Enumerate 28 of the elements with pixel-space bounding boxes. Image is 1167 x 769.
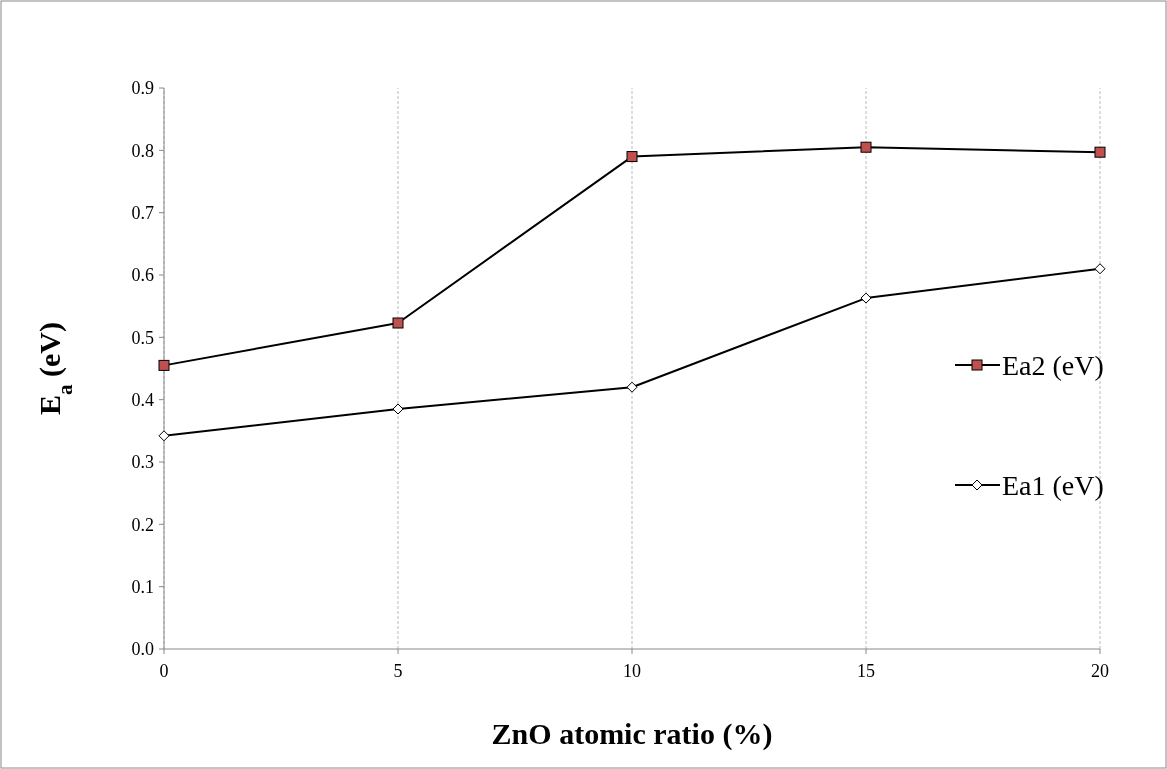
point (392, 317, 404, 329)
y-tick-label: 0.7 (131, 202, 154, 223)
y-tick-label: 0.2 (131, 514, 154, 535)
y-tick-label: 0.4 (131, 389, 154, 410)
y-tick-label: 0.8 (131, 140, 154, 161)
point (392, 403, 404, 415)
x-tick-label: 0 (159, 661, 169, 681)
legend-label: Ea2 (eV) (1002, 349, 1104, 381)
x-tick-label: 20 (1091, 661, 1109, 681)
x-tick-label: 10 (623, 661, 641, 681)
point (158, 430, 170, 442)
y-tick-label: 0.5 (131, 327, 154, 348)
y-tick-label: 0.9 (131, 78, 154, 99)
x-tick-label: 15 (857, 661, 875, 681)
y-tick-label: 0.3 (131, 452, 154, 473)
point (860, 292, 872, 304)
point (626, 151, 638, 163)
point (860, 141, 872, 153)
y-tick-label: 0.0 (131, 639, 154, 660)
point (626, 381, 638, 393)
legend-label: Ea1 (eV) (1002, 469, 1104, 501)
y-tick-label: 0.1 (131, 576, 154, 597)
point (1094, 146, 1106, 158)
x-axis-title: ZnO atomic ratio (%) (491, 717, 773, 751)
y-tick-label: 0.6 (131, 265, 154, 286)
x-tick-label: 5 (393, 661, 403, 681)
point (158, 359, 170, 371)
point (1094, 263, 1106, 275)
